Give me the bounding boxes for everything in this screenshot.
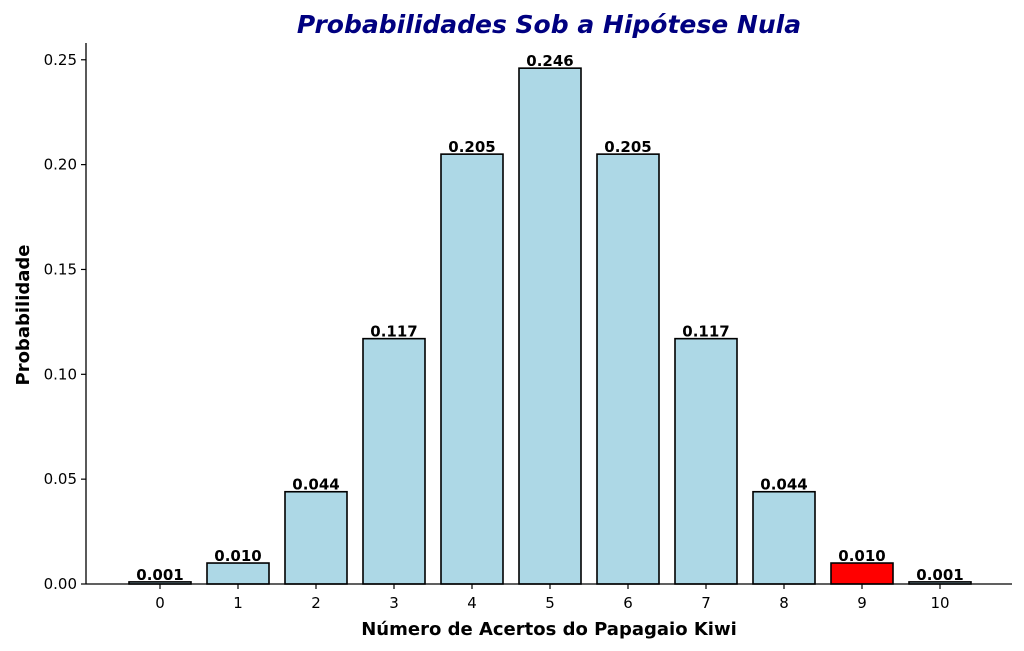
y-tick-label: 0.20 — [44, 156, 77, 174]
x-tick-label: 4 — [467, 594, 477, 612]
x-tick-label: 8 — [779, 594, 789, 612]
bar-2 — [284, 490, 348, 585]
bar-3 — [362, 337, 426, 585]
bar-9 — [830, 562, 894, 585]
axes-layer: 0.00 0.05 0.10 0.15 0.20 0.25 0 1 2 3 4 5 6 7 8 9 10 — [44, 43, 1012, 612]
bar-5 — [518, 67, 582, 585]
y-axis-label: Probabilidade — [13, 245, 34, 386]
y-tick-label: 0.05 — [44, 470, 77, 488]
x-axis-label: Número de Acertos do Papagaio Kiwi — [361, 619, 737, 640]
data-label-6: 0.205 — [604, 138, 651, 156]
bars-layer: 0.001 0.010 0.044 0.117 0.205 0.246 0.205 0.117… — [128, 52, 972, 585]
chart-title: Probabilidades Sob a Hipótese Nula — [297, 10, 801, 39]
data-label-3: 0.117 — [370, 323, 417, 341]
y-tick-label: 0.15 — [44, 260, 77, 278]
bar-1 — [206, 562, 270, 585]
bar-7 — [674, 337, 738, 585]
data-label-4: 0.205 — [448, 138, 495, 156]
data-label-10: 0.001 — [916, 566, 963, 584]
x-tick-label: 0 — [155, 594, 165, 612]
data-label-1: 0.010 — [214, 547, 261, 565]
y-tick-label: 0.00 — [44, 575, 77, 593]
y-tick-label: 0.10 — [44, 365, 77, 383]
data-label-5: 0.246 — [526, 52, 573, 70]
data-label-7: 0.117 — [682, 323, 729, 341]
bar-6 — [596, 153, 660, 585]
data-label-8: 0.044 — [760, 476, 807, 494]
y-tick-label: 0.25 — [44, 51, 77, 69]
x-tick-label: 6 — [623, 594, 633, 612]
data-label-9: 0.010 — [838, 547, 885, 565]
data-label-0: 0.001 — [136, 566, 183, 584]
x-tick-label: 5 — [545, 594, 555, 612]
x-tick-label: 1 — [233, 594, 243, 612]
x-tick-label: 2 — [311, 594, 321, 612]
x-tick-label: 3 — [389, 594, 399, 612]
x-tick-label: 9 — [857, 594, 867, 612]
bar-4 — [440, 153, 504, 585]
x-tick-label: 10 — [930, 594, 949, 612]
bar-8 — [752, 490, 816, 585]
data-label-2: 0.044 — [292, 476, 339, 494]
x-tick-label: 7 — [701, 594, 711, 612]
